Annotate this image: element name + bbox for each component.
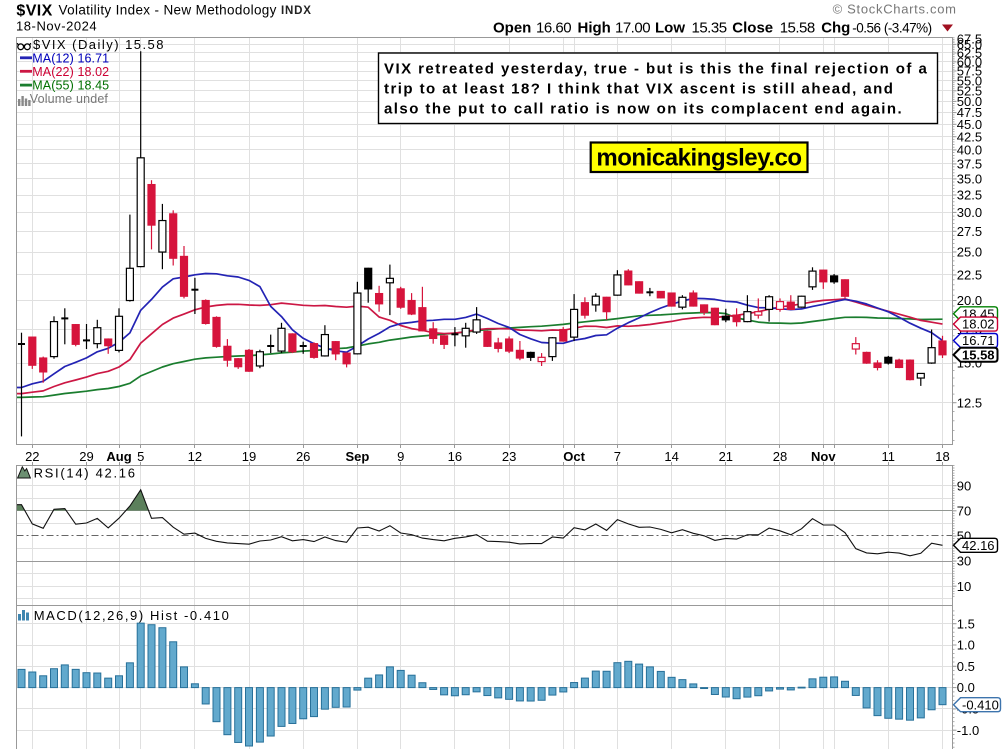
svg-text:22.5: 22.5 [957,268,982,283]
svg-text:18-Nov-2024: 18-Nov-2024 [16,19,97,34]
svg-text:trip to at least 18? I think t: trip to at least 18? I think that VIX as… [384,81,894,98]
svg-text:26: 26 [296,449,310,464]
svg-text:RSI(14) 42.16: RSI(14) 42.16 [34,466,137,481]
svg-text:16.71: 16.71 [962,333,995,348]
svg-text:14: 14 [664,449,678,464]
svg-text:17.00: 17.00 [615,20,650,37]
svg-text:Volume undef: Volume undef [30,92,109,106]
svg-text:62.5: 62.5 [957,46,982,61]
svg-text:65.0: 65.0 [957,37,982,52]
svg-text:12: 12 [188,449,202,464]
svg-text:Close: Close [732,20,773,37]
svg-text:27.5: 27.5 [957,224,982,239]
svg-text:-0.56 (-3.47%): -0.56 (-3.47%) [852,21,931,36]
svg-text:5: 5 [137,449,144,464]
svg-text:22: 22 [25,449,39,464]
svg-text:11: 11 [882,449,896,464]
svg-text:MA(22) 18.02: MA(22) 18.02 [32,65,109,79]
svg-text:7: 7 [614,449,621,464]
svg-text:$VIX (Daily) 15.58: $VIX (Daily) 15.58 [33,37,165,52]
svg-text:37.5: 37.5 [957,157,982,172]
svg-text:MA(12) 16.71: MA(12) 16.71 [32,51,109,65]
svg-text:19: 19 [242,449,256,464]
svg-text:Low: Low [655,20,685,37]
svg-text:55.0: 55.0 [957,73,982,88]
svg-text:30.0: 30.0 [957,205,982,220]
svg-text:Volatility Index - New Methodo: Volatility Index - New Methodology [59,3,277,18]
svg-text:Aug: Aug [106,449,131,464]
svg-text:18.02: 18.02 [962,317,995,332]
svg-text:35.0: 35.0 [957,172,982,187]
svg-text:18: 18 [935,449,949,464]
svg-text:0.0: 0.0 [957,680,975,695]
svg-text:10: 10 [957,579,971,594]
svg-text:1.0: 1.0 [957,638,975,653]
svg-text:40.0: 40.0 [957,143,982,158]
svg-text:16: 16 [448,449,462,464]
svg-text:15.58: 15.58 [780,20,815,37]
svg-text:15.35: 15.35 [692,20,727,37]
svg-text:25.0: 25.0 [957,245,982,260]
svg-text:57.5: 57.5 [957,64,982,79]
svg-text:MACD(12,26,9) Hist -0.410: MACD(12,26,9) Hist -0.410 [34,608,231,623]
svg-text:15.58: 15.58 [962,347,995,362]
svg-text:$VIX: $VIX [16,3,52,20]
svg-text:42.16: 42.16 [962,538,995,553]
svg-text:Chg: Chg [821,20,850,37]
svg-text:52.5: 52.5 [957,83,982,98]
svg-text:30: 30 [957,554,971,569]
svg-text:70: 70 [957,503,971,518]
svg-text:1.5: 1.5 [957,616,975,631]
svg-text:High: High [578,20,611,37]
svg-text:Nov: Nov [811,449,836,464]
svg-text:16.60: 16.60 [536,20,571,37]
svg-text:28: 28 [773,449,787,464]
svg-text:also the put to call ratio is: also the put to call ratio is now on its… [384,100,903,117]
svg-text:-0.410: -0.410 [962,697,999,712]
svg-text:MA(55) 18.45: MA(55) 18.45 [32,79,109,93]
svg-text:42.5: 42.5 [957,129,982,144]
svg-text:VIX retreated yesterday, true: VIX retreated yesterday, true - but is t… [384,61,928,78]
svg-text:INDX: INDX [281,5,312,17]
svg-text:12.5: 12.5 [957,395,982,410]
svg-text:21: 21 [719,449,733,464]
svg-text:23: 23 [502,449,516,464]
svg-text:0.5: 0.5 [957,659,975,674]
svg-text:50.0: 50.0 [957,94,982,109]
svg-text:Sep: Sep [345,449,369,464]
svg-text:90: 90 [957,478,971,493]
svg-text:67.5: 67.5 [957,32,982,47]
svg-text:-1.0: -1.0 [957,723,979,738]
svg-text:29: 29 [79,449,93,464]
svg-text:60.0: 60.0 [957,54,982,69]
svg-text:Oct: Oct [563,449,585,464]
svg-text:45.0: 45.0 [957,117,982,132]
svg-text:20.0: 20.0 [957,293,982,308]
svg-text:47.5: 47.5 [957,105,982,120]
svg-text:9: 9 [397,449,404,464]
svg-text:32.5: 32.5 [957,188,982,203]
svg-text:monicakingsley.co: monicakingsley.co [596,144,801,171]
svg-text:© StockCharts.com: © StockCharts.com [833,2,957,17]
svg-text:Open: Open [493,20,531,37]
